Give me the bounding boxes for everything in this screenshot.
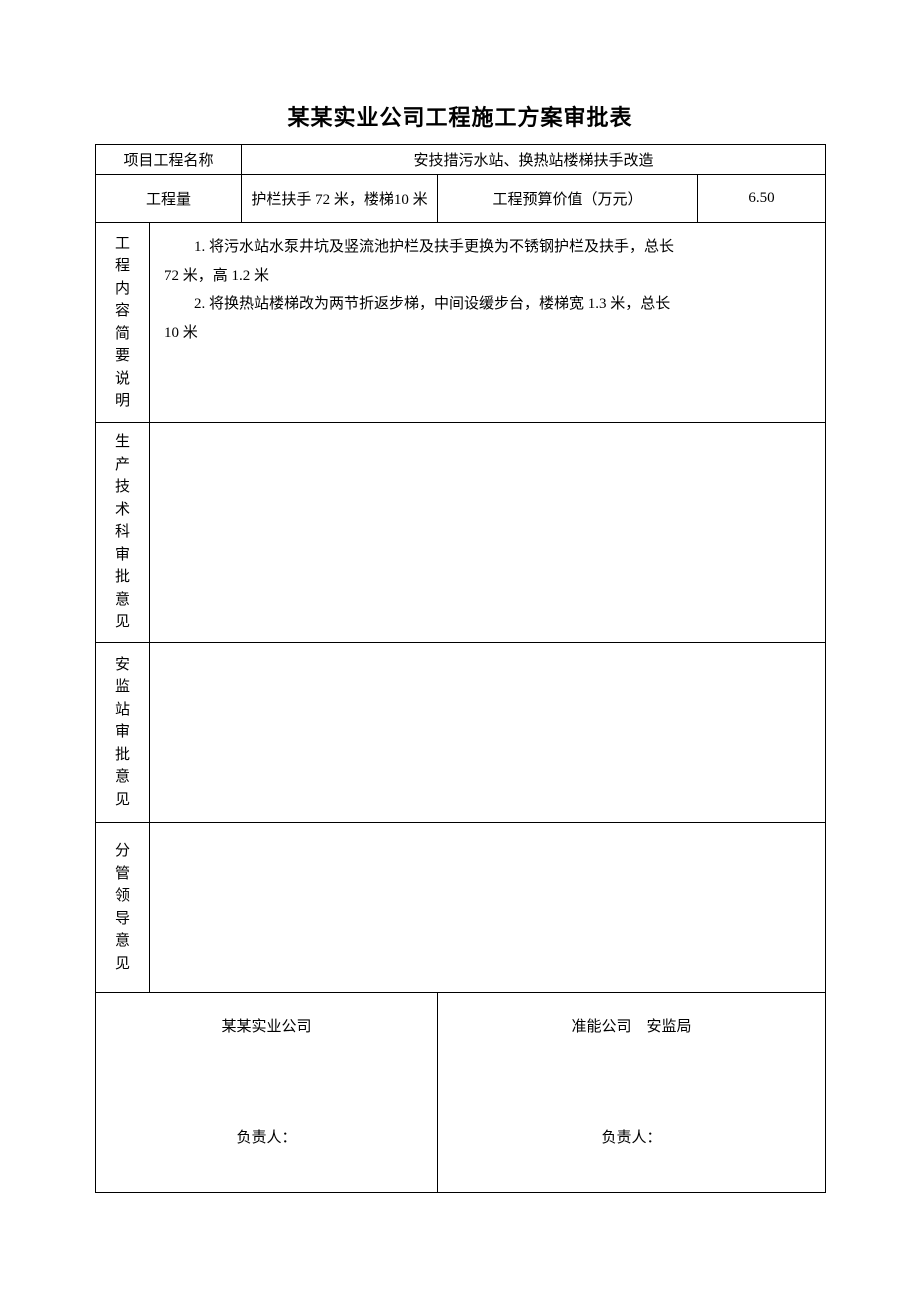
right-org2: 安监局 (647, 1019, 692, 1035)
safety-approval-label: 安监站审批意见 (96, 643, 150, 823)
leader-approval-body (150, 823, 826, 993)
tech-approval-row: 生产技术科审批意见 (96, 423, 826, 643)
right-responsible: 负责人： (458, 1126, 805, 1147)
content-line1: 1. 将污水站水泵井坑及竖流池护栏及扶手更换为不锈钢护栏及扶手，总长 (164, 233, 811, 262)
content-line1b: 72 米，高 1.2 米 (164, 262, 811, 291)
leader-approval-label: 分管领导意见 (96, 823, 150, 993)
tech-approval-body (150, 423, 826, 643)
safety-approval-body (150, 643, 826, 823)
project-name-row: 项目工程名称 安技措污水站、换热站楼梯扶手改造 (96, 145, 826, 175)
form-title: 某某实业公司工程施工方案审批表 (95, 100, 825, 132)
footer-left: 某某实业公司 负责人： (96, 993, 438, 1193)
footer-row: 某某实业公司 负责人： 准能公司 安监局 负责人： (96, 993, 826, 1193)
quantity-spec: 护栏扶手 72 米，楼梯10 米 (242, 175, 438, 223)
content-label: 工程内容简要说明 (96, 223, 150, 423)
approval-form-table: 项目工程名称 安技措污水站、换热站楼梯扶手改造 工程量 护栏扶手 72 米，楼梯… (95, 144, 826, 1193)
left-responsible: 负责人： (116, 1126, 417, 1147)
leader-approval-row: 分管领导意见 (96, 823, 826, 993)
content-row: 工程内容简要说明 1. 将污水站水泵井坑及竖流池护栏及扶手更换为不锈钢护栏及扶手… (96, 223, 826, 423)
quantity-row: 工程量 护栏扶手 72 米，楼梯10 米 工程预算价值（万元） 6.50 (96, 175, 826, 223)
right-org: 准能公司 安监局 (458, 1015, 805, 1036)
project-name-value: 安技措污水站、换热站楼梯扶手改造 (242, 145, 826, 175)
safety-approval-row: 安监站审批意见 (96, 643, 826, 823)
budget-value: 6.50 (698, 175, 826, 223)
project-name-label: 项目工程名称 (96, 145, 242, 175)
quantity-label: 工程量 (96, 175, 242, 223)
left-org: 某某实业公司 (116, 1015, 417, 1036)
content-body: 1. 将污水站水泵井坑及竖流池护栏及扶手更换为不锈钢护栏及扶手，总长 72 米，… (150, 223, 826, 423)
budget-label: 工程预算价值（万元） (438, 175, 698, 223)
tech-approval-label: 生产技术科审批意见 (96, 423, 150, 643)
content-line2: 2. 将换热站楼梯改为两节折返步梯，中间设缓步台，楼梯宽 1.3 米，总长 (164, 290, 811, 319)
content-line2b: 10 米 (164, 319, 811, 348)
footer-right: 准能公司 安监局 负责人： (438, 993, 826, 1193)
right-org1: 准能公司 (572, 1019, 632, 1035)
